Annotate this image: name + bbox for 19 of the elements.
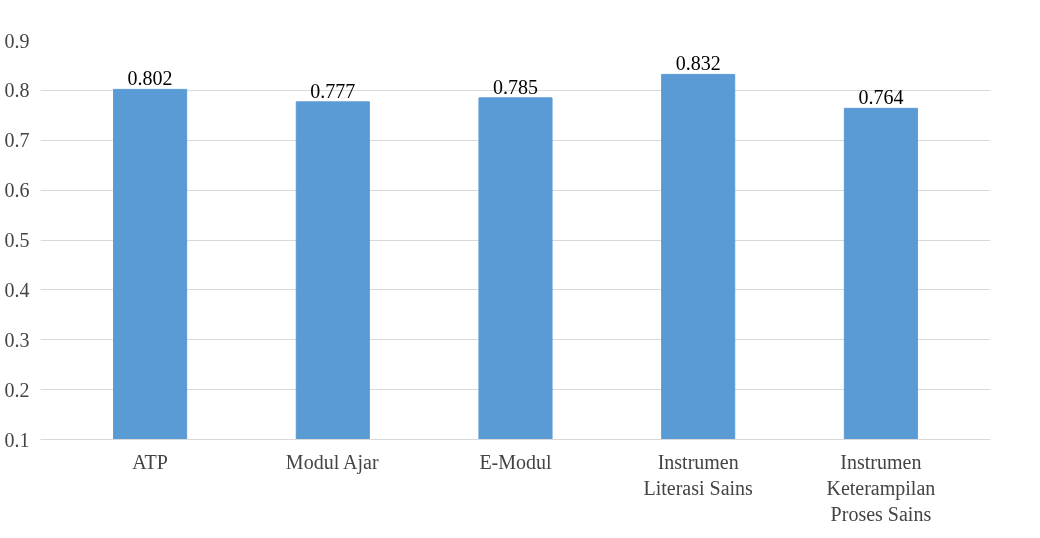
data-label: 0.777	[310, 79, 356, 102]
x-tick-label: E-Modul	[479, 450, 553, 473]
y-tick-label: 0.3	[4, 328, 30, 351]
y-tick-label: 0.4	[4, 278, 30, 301]
y-tick-label: 0.8	[4, 79, 30, 102]
y-tick-label: 0.9	[4, 29, 30, 52]
x-tick-label: Instrumen Keterampilan Proses Sains	[826, 450, 936, 526]
y-tick-label: 0.1	[4, 428, 30, 451]
data-label: 0.832	[675, 52, 721, 75]
y-tick-label: 0.2	[4, 378, 30, 401]
x-tick-label: Modul Ajar	[285, 450, 379, 474]
data-label: 0.785	[493, 75, 538, 98]
x-tick-label: Instrumen Literasi Sains	[643, 450, 754, 499]
data-label: 0.764	[858, 86, 904, 109]
x-tick-label: ATP	[132, 450, 168, 473]
data-label: 0.802	[127, 67, 173, 90]
y-tick-label: 0.7	[4, 129, 30, 152]
y-tick-label: 0.5	[4, 229, 30, 251]
y-tick-label: 0.6	[4, 179, 30, 202]
